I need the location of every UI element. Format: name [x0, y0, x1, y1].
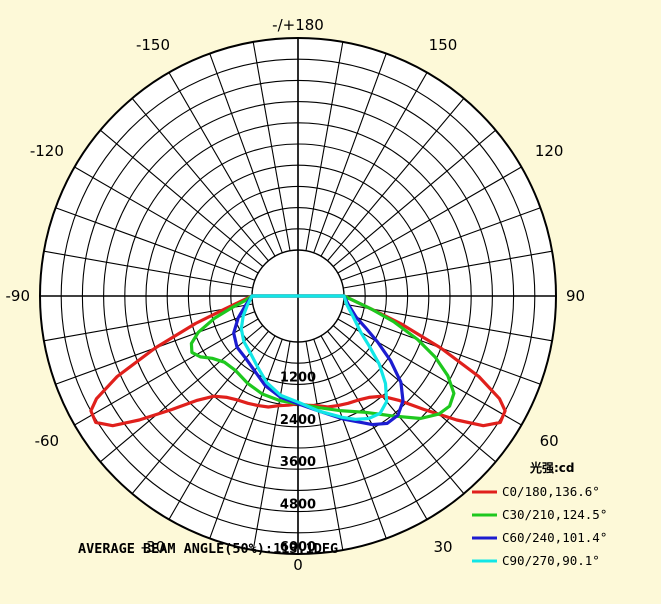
grid-spoke: [74, 318, 259, 426]
grid-spoke: [332, 325, 496, 463]
angle-label: -90: [6, 287, 31, 305]
grid-spoke: [327, 98, 465, 262]
radial-tick-label: 4800: [280, 498, 316, 513]
legend-entry: C30/210,124.5°: [502, 507, 607, 522]
angle-label: -150: [136, 36, 170, 54]
angle-label: -30: [141, 538, 166, 556]
grid-spoke: [341, 207, 541, 281]
radial-tick-label: 3600: [280, 455, 316, 470]
grid-spoke: [209, 53, 283, 253]
radial-tick-label: 6000: [280, 540, 316, 555]
radial-tick-label: 1200: [280, 370, 316, 385]
grid-spoke: [343, 250, 553, 289]
grid-spoke: [337, 166, 522, 274]
grid-spoke: [43, 303, 253, 342]
grid-spoke: [100, 129, 264, 267]
series-curve-2: [232, 294, 405, 427]
grid-spoke: [43, 250, 253, 289]
angle-label: 90: [566, 287, 585, 305]
grid-spoke: [337, 318, 522, 426]
grid-spoke: [343, 303, 553, 342]
angle-label: 0: [293, 556, 303, 574]
grid-spoke: [313, 53, 387, 253]
angle-label: 60: [540, 432, 559, 450]
radial-tick-label: 2400: [280, 413, 316, 428]
grid-spoke: [252, 41, 291, 251]
grid-spoke: [131, 98, 269, 262]
grid-spoke: [305, 341, 344, 551]
grid-spoke: [74, 166, 259, 274]
grid-spoke: [313, 339, 387, 539]
grid-spoke: [55, 207, 255, 281]
angle-label: 120: [535, 142, 564, 160]
series-curve-3: [239, 294, 389, 421]
grid-spoke: [252, 341, 291, 551]
axis-labels: -/+180 150 120 90 60 30 0 -30 -60 -90 -120 -150 1200…: [6, 16, 586, 574]
average-beam-angle: AVERAGE BEAM ANGLE(50%):113.1DEG: [78, 541, 339, 557]
angle-label: 30: [433, 538, 452, 556]
grid-spoke: [327, 330, 465, 494]
legend: 光强:cd C0/180,136.6° C30/210,124.5° C60/240,…: [472, 460, 607, 568]
grid-spoke: [209, 339, 283, 539]
grid-spoke: [332, 129, 496, 267]
grid-spoke: [100, 325, 264, 463]
curves: [89, 294, 507, 428]
series-curve-1: [189, 294, 456, 421]
grid-spoke: [305, 41, 344, 251]
legend-entry: C90/270,90.1°: [502, 553, 600, 568]
legend-title: 光强:cd: [529, 460, 575, 475]
angle-label: -/+180: [272, 16, 324, 34]
grid-spoke: [168, 72, 276, 257]
angle-label: -120: [30, 142, 64, 160]
grid-spoke: [320, 72, 428, 257]
angle-label: -60: [35, 432, 60, 450]
angle-label: 150: [429, 36, 458, 54]
grid-spoke: [320, 335, 428, 520]
legend-entry: C60/240,101.4°: [502, 530, 607, 545]
legend-entry: C0/180,136.6°: [502, 484, 600, 499]
